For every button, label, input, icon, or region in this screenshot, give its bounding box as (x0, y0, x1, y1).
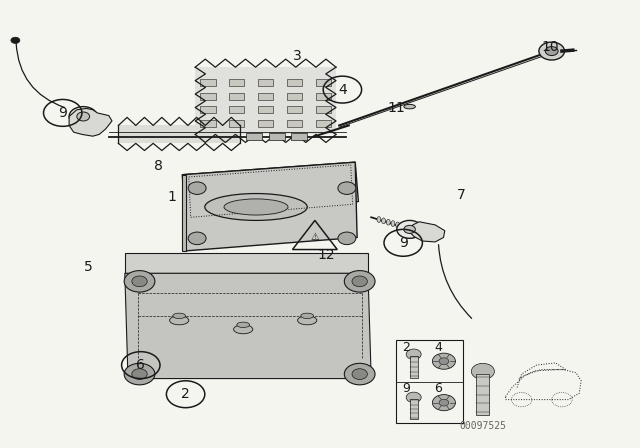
Circle shape (338, 232, 356, 245)
Text: 9: 9 (58, 106, 67, 120)
Polygon shape (410, 222, 445, 242)
Text: 7: 7 (456, 188, 465, 202)
Circle shape (77, 112, 90, 121)
Text: 3: 3 (293, 49, 302, 63)
Bar (229, 79, 244, 86)
Circle shape (539, 42, 564, 60)
Ellipse shape (387, 220, 390, 225)
Ellipse shape (170, 316, 189, 325)
Circle shape (124, 271, 155, 292)
Bar (287, 120, 302, 127)
Ellipse shape (234, 325, 253, 334)
Text: 9: 9 (399, 236, 408, 250)
Polygon shape (125, 273, 371, 379)
Bar (287, 106, 302, 113)
Polygon shape (182, 162, 357, 251)
Polygon shape (125, 253, 368, 273)
Circle shape (397, 220, 422, 238)
Text: 4: 4 (338, 82, 347, 97)
Bar (316, 93, 331, 100)
Circle shape (11, 37, 20, 43)
Circle shape (352, 276, 367, 287)
Bar (200, 93, 216, 100)
Text: 00097525: 00097525 (460, 422, 507, 431)
Text: 11: 11 (388, 101, 406, 116)
Bar (195, 67, 336, 134)
Bar (316, 120, 331, 127)
Circle shape (406, 392, 421, 403)
Ellipse shape (396, 222, 399, 228)
Circle shape (338, 182, 356, 194)
Circle shape (439, 358, 449, 365)
Circle shape (433, 395, 456, 411)
Circle shape (439, 399, 449, 406)
Bar (476, 375, 489, 415)
Bar (316, 106, 331, 113)
Bar (229, 93, 244, 100)
Ellipse shape (405, 225, 409, 231)
Bar (200, 106, 216, 113)
Circle shape (404, 225, 415, 233)
Ellipse shape (391, 221, 395, 227)
Bar (246, 133, 262, 140)
Text: 2: 2 (402, 340, 410, 353)
Bar (291, 133, 307, 140)
Ellipse shape (205, 194, 307, 220)
Bar (258, 79, 273, 86)
Circle shape (344, 363, 375, 385)
Ellipse shape (404, 104, 415, 109)
Text: 9: 9 (402, 382, 410, 395)
Bar (200, 120, 216, 127)
Bar (118, 125, 240, 143)
Circle shape (344, 271, 375, 292)
Polygon shape (182, 162, 358, 215)
Text: 5: 5 (84, 259, 93, 274)
Bar (287, 93, 302, 100)
Circle shape (188, 232, 206, 245)
Circle shape (188, 182, 206, 194)
Text: 8: 8 (154, 159, 163, 173)
Circle shape (69, 107, 97, 126)
Ellipse shape (298, 316, 317, 325)
Ellipse shape (173, 313, 186, 319)
Ellipse shape (401, 224, 404, 229)
Circle shape (471, 363, 494, 379)
Text: 6: 6 (136, 358, 145, 372)
Circle shape (406, 349, 421, 359)
Bar (410, 399, 418, 419)
Ellipse shape (381, 218, 385, 224)
Bar (258, 93, 273, 100)
Text: 10: 10 (541, 40, 559, 54)
Bar (258, 120, 273, 127)
Bar (410, 356, 418, 378)
Circle shape (433, 353, 456, 369)
Circle shape (124, 363, 155, 385)
Ellipse shape (377, 216, 381, 223)
Bar (229, 120, 244, 127)
Circle shape (352, 369, 367, 379)
Bar (200, 79, 216, 86)
Text: 6: 6 (435, 382, 442, 395)
Text: 1: 1 (167, 190, 176, 204)
Bar (229, 106, 244, 113)
Bar (269, 133, 285, 140)
Ellipse shape (224, 199, 288, 215)
Circle shape (545, 47, 558, 56)
Bar (316, 79, 331, 86)
Ellipse shape (237, 322, 250, 327)
Text: 2: 2 (181, 387, 190, 401)
Ellipse shape (301, 313, 314, 319)
Text: ⚠: ⚠ (310, 233, 319, 242)
Text: 4: 4 (435, 340, 442, 353)
Text: 12: 12 (317, 248, 335, 263)
Bar (287, 79, 302, 86)
Circle shape (132, 276, 147, 287)
Bar (258, 106, 273, 113)
Circle shape (132, 369, 147, 379)
Polygon shape (182, 175, 186, 251)
Bar (396, 340, 463, 423)
Polygon shape (69, 108, 112, 136)
